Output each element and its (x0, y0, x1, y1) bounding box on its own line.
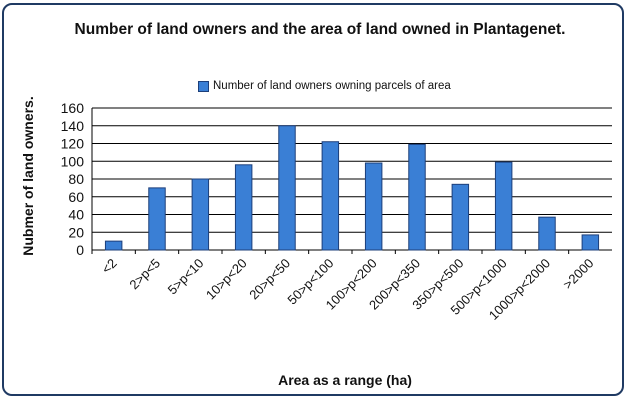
x-tick-label: 5>p<10 (165, 256, 207, 298)
y-tick-label: 120 (61, 136, 85, 152)
chart-legend: Number of land owners owning parcels of … (198, 80, 451, 92)
chart-border (2, 3, 624, 396)
legend-label: Number of land owners owning parcels of … (213, 80, 451, 92)
bar (408, 143, 426, 251)
x-tick-label: <2 (99, 256, 120, 277)
y-tick-label: 0 (76, 242, 84, 258)
y-tick-label: 100 (61, 153, 85, 169)
y-tick-label: 40 (68, 207, 84, 223)
bar (581, 234, 600, 251)
bar (278, 125, 296, 251)
bar (538, 216, 556, 251)
bar (148, 187, 166, 251)
bar (191, 178, 210, 251)
bar (364, 162, 383, 251)
y-tick-label: 20 (68, 224, 84, 240)
y-tick-label: 60 (68, 189, 84, 205)
legend-swatch (198, 80, 209, 92)
bar (451, 183, 470, 251)
x-axis-label: Area as a range (ha) (278, 372, 412, 388)
bar (104, 240, 123, 251)
y-tick-label: 80 (68, 171, 84, 187)
chart-title: Number of land owners and the area of la… (74, 21, 566, 38)
bar (494, 161, 513, 251)
bar (321, 141, 340, 251)
x-tick-label: 10>p<20 (203, 256, 250, 303)
y-tick-label: 160 (61, 100, 85, 116)
bar (234, 164, 253, 251)
y-tick-label: 140 (61, 118, 85, 134)
x-tick-label: >2000 (560, 256, 596, 292)
x-tick-label: 2>p<5 (126, 256, 163, 293)
